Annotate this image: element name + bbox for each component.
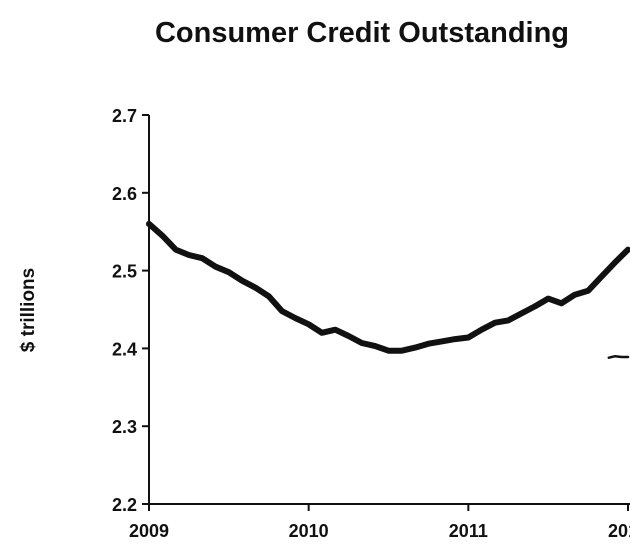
y-axis-label: $ trillions — [18, 268, 39, 352]
series-group — [146, 220, 630, 359]
axes — [148, 115, 630, 505]
chart-title: Consumer Credit Outstanding — [155, 17, 569, 49]
y-tick-label: 2.3 — [112, 417, 137, 437]
x-tick-label: 2010 — [289, 521, 329, 541]
y-tick-label: 2.4 — [112, 339, 137, 359]
x-tick-label: 2012 — [608, 521, 630, 541]
y-tick-label: 2.7 — [112, 106, 137, 126]
y-tick-label: 2.2 — [112, 495, 137, 515]
y-tick-label: 2.6 — [112, 184, 137, 204]
x-tick-label: 2009 — [129, 521, 169, 541]
x-tick-label: 2011 — [449, 521, 488, 541]
y-tick-label: 2.5 — [112, 262, 137, 282]
y-axis-ticks: 2.2 2.3 2.4 2.5 2.6 2.7 — [112, 106, 149, 515]
series-line-secondary — [607, 354, 630, 359]
x-axis-ticks: 2009 2010 2011 2012 — [129, 504, 630, 541]
series-line-main — [146, 220, 630, 354]
